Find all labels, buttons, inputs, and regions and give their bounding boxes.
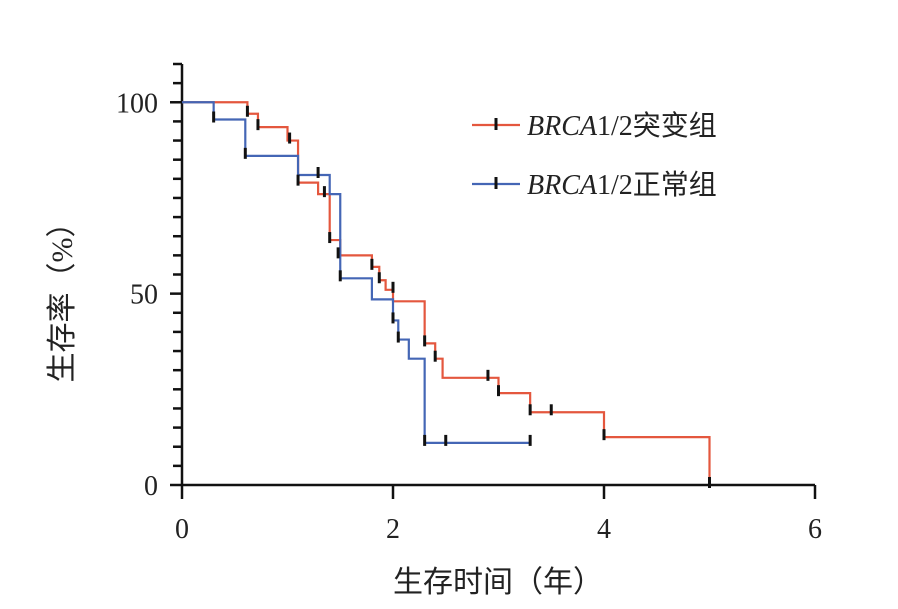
x-tick-label: 4 bbox=[597, 514, 611, 545]
series-layer bbox=[182, 101, 711, 485]
y-tick-label: 0 bbox=[144, 471, 158, 502]
axes: 0 50 100 0 2 4 6 bbox=[116, 62, 822, 545]
legend-label-normal: BRCA1/2正常组 bbox=[527, 169, 717, 201]
y-tick-label: 50 bbox=[130, 280, 158, 311]
y-tick-label: 100 bbox=[116, 88, 158, 119]
legend: BRCA1/2突变组 BRCA1/2正常组 bbox=[472, 110, 717, 201]
legend-label-mutant: BRCA1/2突变组 bbox=[527, 110, 717, 142]
legend-entry-mutant: BRCA1/2突变组 bbox=[472, 110, 717, 142]
x-tick-label: 0 bbox=[175, 514, 189, 545]
legend-label-plain: 1/2正常组 bbox=[597, 169, 717, 201]
x-tick-label: 6 bbox=[808, 514, 822, 545]
series-line-normal bbox=[182, 101, 531, 444]
series-line-mutant bbox=[182, 101, 711, 485]
legend-entry-normal: BRCA1/2正常组 bbox=[472, 169, 717, 201]
censor-layer bbox=[212, 105, 711, 488]
x-tick-label: 2 bbox=[386, 514, 400, 545]
legend-label-italic: BRCA bbox=[527, 170, 598, 201]
legend-label-italic: BRCA bbox=[527, 111, 598, 142]
x-axis-label: 生存时间（年） bbox=[393, 566, 603, 599]
y-axis-label: 生存率（%） bbox=[46, 208, 79, 383]
legend-label-plain: 1/2突变组 bbox=[597, 110, 717, 142]
